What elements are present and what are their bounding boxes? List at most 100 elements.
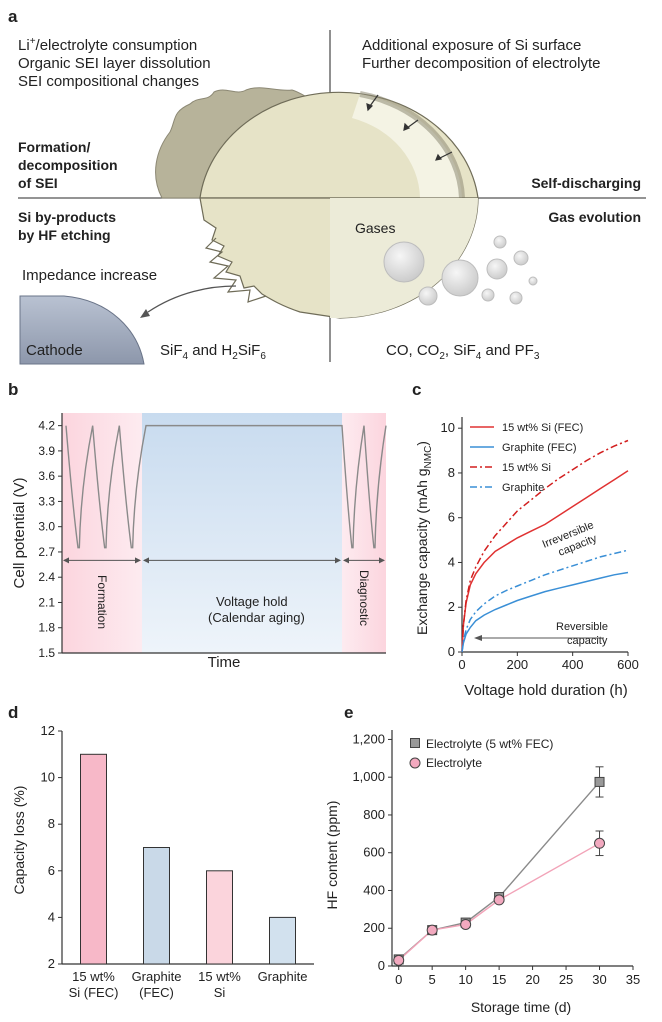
c-y-axis-label: Exchange capacity (mAh gNMC)	[414, 441, 434, 635]
d-y-tick-label: 12	[41, 723, 55, 738]
e-legend-square	[410, 738, 420, 748]
e-point-circle	[460, 918, 472, 930]
c-legend-label: Graphite	[502, 482, 544, 494]
e-y-tick-label: 800	[363, 807, 385, 822]
reversible-arrowhead	[474, 635, 482, 641]
c-x-tick-label: 400	[562, 657, 584, 672]
e-point-circle	[426, 924, 438, 936]
text-formation-2: decomposition	[18, 157, 118, 173]
e-x-tick-label: 35	[626, 972, 640, 987]
e-x-axis-label: Storage time (d)	[471, 999, 571, 1015]
b-region-arrowhead	[63, 557, 69, 564]
text-li-consumption: Li+/electrolyte consumption	[18, 36, 197, 54]
e-y-tick-label: 200	[363, 920, 385, 935]
c-series-line-4	[461, 549, 629, 653]
d-bar	[269, 916, 296, 965]
b-y-tick-label: 1.8	[38, 621, 55, 635]
impedance-arrowhead	[140, 309, 150, 318]
c-legend-label: 15 wt% Si	[502, 462, 551, 474]
d-category-label: Si (FEC)	[69, 985, 119, 1000]
formation-region	[62, 413, 142, 653]
d-y-tick-label: 2	[48, 956, 55, 971]
panel-c-label: c	[412, 380, 421, 399]
e-legend-label: Electrolyte	[426, 756, 482, 770]
b-y-tick-label: 1.5	[38, 646, 55, 660]
c-x-tick-label: 200	[506, 657, 528, 672]
panel-a-label: a	[8, 7, 18, 26]
b-potential-curve	[65, 424, 387, 549]
exposure-arrows	[366, 94, 453, 161]
b-y-tick-label: 4.2	[38, 419, 55, 433]
e-y-tick-label: 0	[378, 958, 385, 973]
diagnostic-region	[342, 413, 386, 653]
panel-e-chart: 0 200 400 600 800 1,000 1,200 0 5 10 15 20 25 30 35 El…	[324, 730, 640, 1015]
text-formation-3: of SEI	[18, 175, 58, 191]
formation-label: Formation	[95, 575, 109, 629]
b-x-axis-label: Time	[208, 654, 241, 671]
diagnostic-label: Diagnostic	[357, 570, 371, 626]
text-co: CO, CO2, SiF4 and PF3	[386, 342, 540, 362]
gas-bubbles	[383, 235, 538, 306]
b-y-tick-label: 3.0	[38, 520, 55, 534]
e-y-tick-label: 600	[363, 845, 385, 860]
voltage-hold-label: Voltage hold	[216, 594, 288, 609]
text-byproducts-1: Si by-products	[18, 209, 116, 225]
c-series-line-3	[461, 439, 629, 653]
c-y-tick-label: 4	[448, 554, 455, 569]
c-series-line-1	[461, 470, 629, 653]
e-x-tick-label: 15	[492, 972, 506, 987]
b-y-tick-label: 3.6	[38, 469, 55, 483]
impedance-arrow	[147, 285, 237, 313]
d-bar	[143, 847, 170, 965]
text-organic-sei: Organic SEI layer dissolution	[18, 55, 211, 72]
b-y-tick-label: 2.4	[38, 570, 55, 584]
voltage-hold-region	[142, 413, 342, 653]
b-region-arrowhead	[335, 557, 341, 564]
panel-d-label: d	[8, 703, 18, 722]
b-region-arrowhead	[135, 557, 141, 564]
c-x-tick-label: 0	[458, 657, 465, 672]
d-y-axis-label: Capacity loss (%)	[11, 786, 27, 895]
d-y-tick-label: 8	[48, 816, 55, 831]
e-y-tick-label: 1,200	[352, 731, 385, 746]
text-self-discharging: Self-discharging	[531, 175, 641, 191]
c-y-tick-label: 6	[448, 510, 455, 525]
e-point-circle	[393, 954, 405, 966]
panel-b-chart: 1.5 1.8 2.1 2.4 2.7 3.0 3.3 3.6 3.9 4.2 Formation…	[11, 413, 387, 671]
d-category-label: 15 wt%	[198, 969, 241, 984]
e-y-axis-label: HF content (ppm)	[324, 801, 340, 910]
text-gas-evolution: Gas evolution	[548, 209, 641, 225]
d-category-label: Graphite	[132, 969, 182, 984]
b-region-arrowhead	[343, 557, 349, 564]
etched-edge	[204, 237, 267, 303]
e-x-tick-label: 5	[429, 972, 436, 987]
b-region-arrowhead	[143, 557, 149, 564]
e-x-tick-label: 10	[458, 972, 472, 987]
b-y-tick-label: 2.1	[38, 595, 55, 609]
text-byproducts-2: by HF etching	[18, 227, 111, 243]
si-outer-ring	[359, 91, 465, 199]
d-category-label: Si	[214, 985, 226, 1000]
e-y-tick-label: 400	[363, 882, 385, 897]
b-y-axis-label: Cell potential (V)	[11, 478, 28, 589]
e-y-tick-label: 1,000	[352, 769, 385, 784]
e-x-tick-label: 0	[395, 972, 402, 987]
c-legend-label: 15 wt% Si (FEC)	[502, 422, 583, 434]
e-point-circle	[594, 837, 606, 849]
panel-b-label: b	[8, 380, 18, 399]
text-impedance: Impedance increase	[22, 267, 157, 284]
d-category-label: 15 wt%	[72, 969, 115, 984]
text-gases: Gases	[355, 220, 395, 236]
b-y-tick-label: 2.7	[38, 545, 55, 559]
b-y-tick-label: 3.3	[38, 494, 55, 508]
d-y-tick-label: 6	[48, 863, 55, 878]
e-x-tick-label: 30	[592, 972, 606, 987]
c-y-tick-label: 10	[441, 420, 455, 435]
si-exposed-surface	[352, 94, 462, 198]
e-legend-label: Electrolyte (5 wt% FEC)	[426, 737, 553, 751]
e-x-tick-label: 25	[559, 972, 573, 987]
e-legend-circle	[409, 757, 421, 769]
c-x-axis-label: Voltage hold duration (h)	[464, 682, 627, 699]
